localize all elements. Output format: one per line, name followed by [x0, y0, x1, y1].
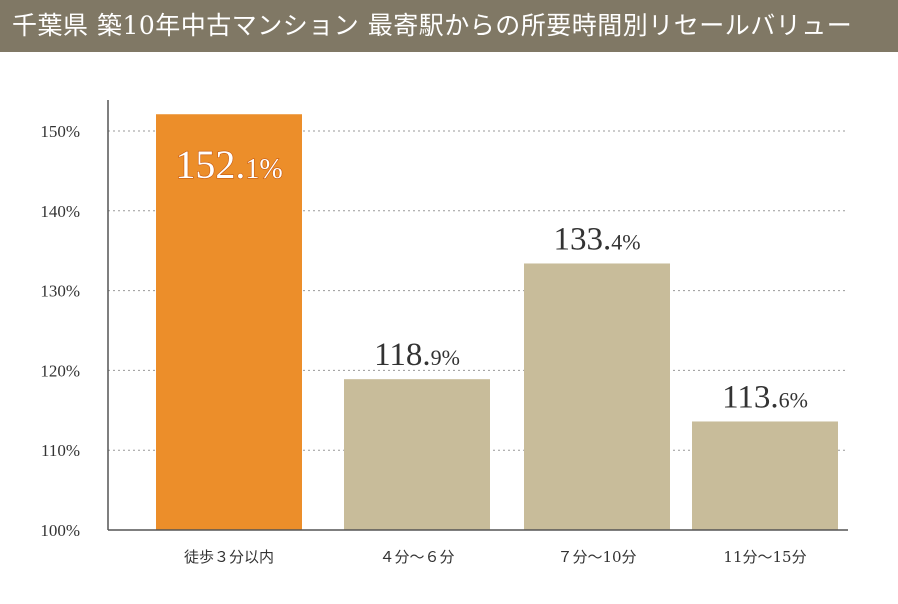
data-label: 133.4% [553, 221, 640, 257]
data-label: 118.9% [374, 337, 460, 373]
data-label-decimal: 6% [779, 387, 808, 412]
bar [692, 421, 838, 530]
y-tick-label: 110% [41, 441, 80, 460]
data-label-number: 152. [175, 142, 245, 187]
x-category-label: 徒歩３分以内 [184, 548, 274, 566]
x-category-label: ７分～10分 [557, 548, 636, 566]
y-tick-label: 120% [40, 361, 80, 380]
data-label-decimal: 1% [245, 154, 282, 185]
x-category-label: ４分～６分 [379, 548, 454, 566]
data-label-number: 113. [722, 379, 779, 415]
data-label: 152.1% [175, 142, 282, 187]
bar [156, 114, 302, 530]
data-label-number: 133. [553, 221, 611, 257]
x-category-label: 11分～15分 [723, 548, 806, 566]
data-label-number: 118. [374, 337, 431, 373]
y-tick-label: 150% [40, 122, 80, 141]
chart-title: 千葉県 築10年中古マンション 最寄駅からの所要時間別リセールバリュー [0, 0, 898, 52]
y-tick-label: 130% [40, 282, 80, 301]
y-tick-label: 100% [40, 521, 80, 540]
bar [344, 379, 490, 530]
data-label-decimal: 9% [431, 345, 460, 370]
data-label-decimal: 4% [611, 229, 640, 254]
data-label: 113.6% [722, 379, 808, 415]
y-tick-label: 140% [40, 202, 80, 221]
bar [524, 263, 670, 530]
